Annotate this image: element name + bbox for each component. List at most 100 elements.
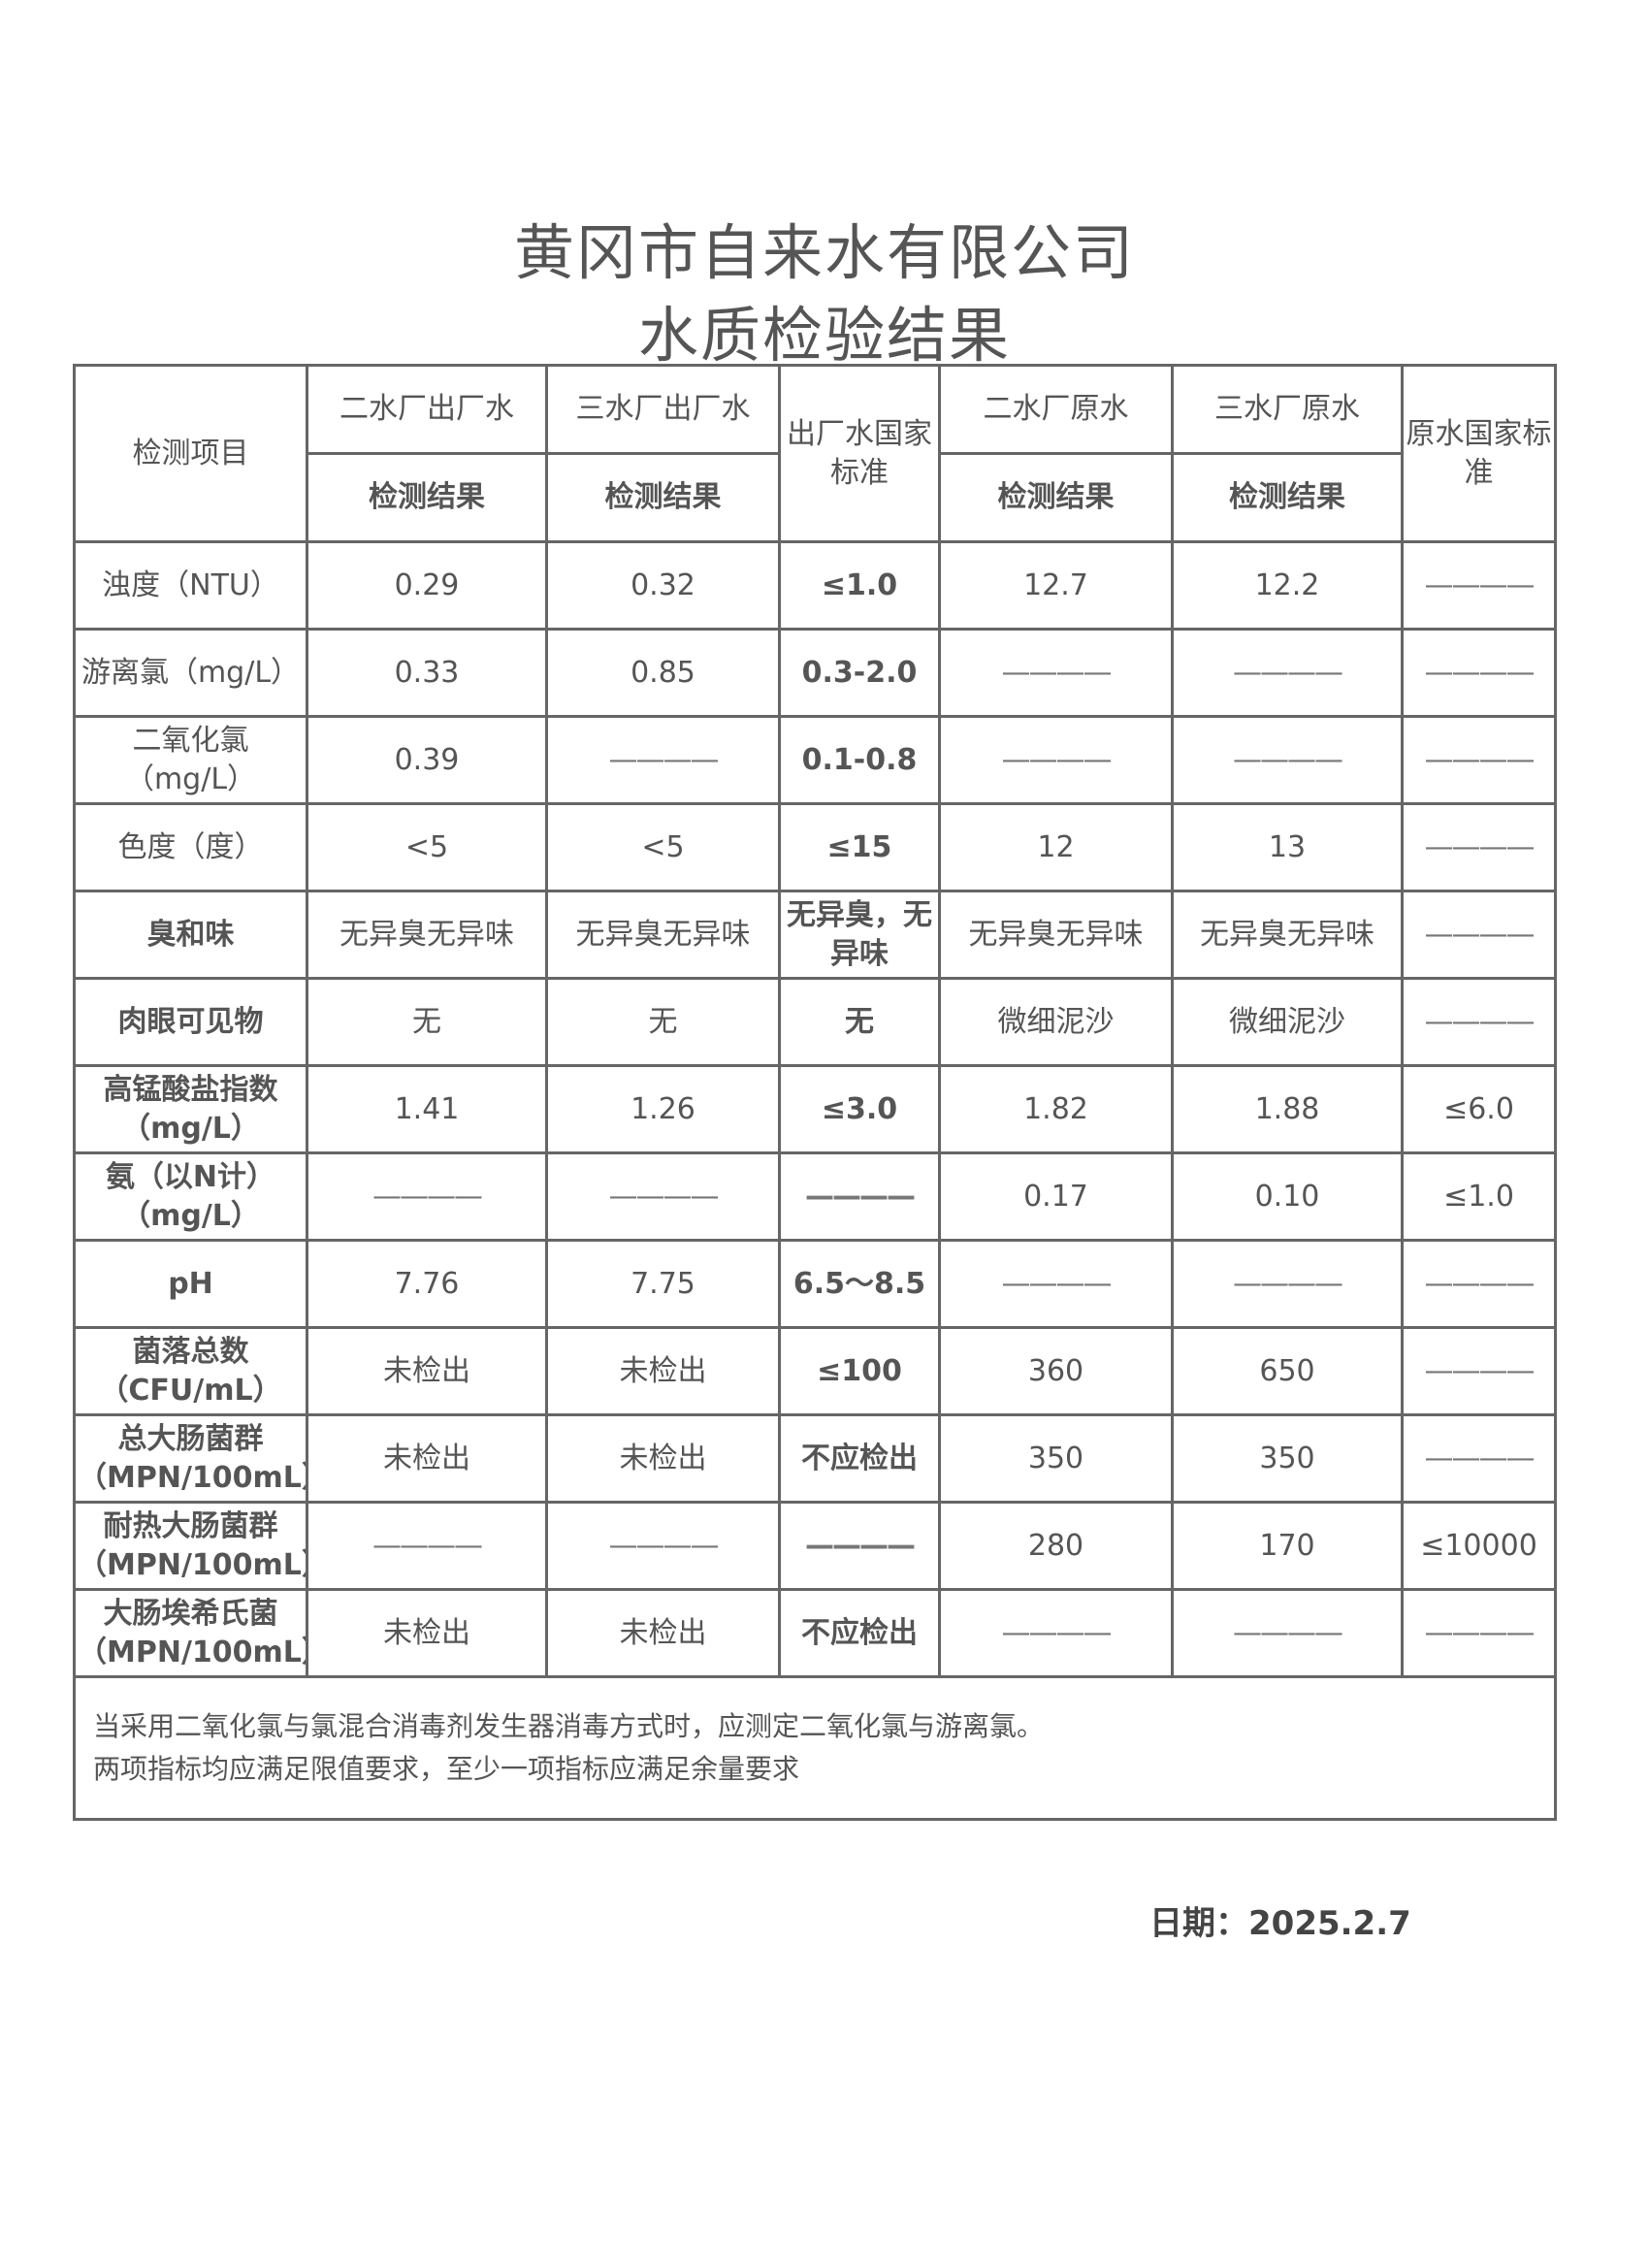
row-value: 350 (1171, 1413, 1404, 1504)
row-value: 0.1-0.8 (778, 715, 941, 805)
row-value: 12 (938, 802, 1174, 892)
row-value: 不应检出 (778, 1588, 941, 1678)
header-col1: 二水厂出厂水 (306, 364, 548, 455)
row-value: 未检出 (306, 1413, 548, 1504)
table-row: pH 7.76 7.75 6.5～8.5 ———— ———— ———— (73, 1239, 1557, 1329)
header-result: 检测结果 (545, 452, 781, 543)
row-item: 氨（以N计）（mg/L） (73, 1151, 308, 1242)
row-item: 游离氯（mg/L） (73, 628, 308, 718)
row-value: <5 (545, 802, 781, 892)
row-value: 无异臭无异味 (1171, 890, 1404, 980)
row-value: 0.10 (1171, 1151, 1404, 1242)
row-item: 二氧化氯（mg/L） (73, 715, 308, 805)
row-value: 无 (545, 977, 781, 1067)
row-item: 耐热大肠菌群（MPN/100mL） (73, 1501, 308, 1591)
row-value: 1.41 (306, 1064, 548, 1154)
row-value: 0.85 (545, 628, 781, 718)
row-value: 7.75 (545, 1239, 781, 1329)
row-value: ≤1.0 (1401, 1151, 1557, 1242)
row-value: ≤6.0 (1401, 1064, 1557, 1154)
row-value: <5 (306, 802, 548, 892)
row-value: 无异臭，无异味 (778, 890, 941, 980)
row-value: ———— (938, 1239, 1174, 1329)
row-value: ———— (1171, 628, 1404, 718)
row-value: 未检出 (306, 1588, 548, 1678)
row-value: 未检出 (545, 1326, 781, 1416)
table-row: 色度（度） <5 <5 ≤15 12 13 ———— (73, 802, 1557, 892)
header-item: 检测项目 (73, 364, 308, 543)
header-std-raw: 原水国家标准 (1401, 364, 1557, 543)
row-value: 微细泥沙 (938, 977, 1174, 1067)
row-value: ———— (306, 1151, 548, 1242)
row-value: 无 (778, 977, 941, 1067)
row-value: 360 (938, 1326, 1174, 1416)
row-value: ≤100 (778, 1326, 941, 1416)
table-row: 菌落总数（CFU/mL） 未检出 未检出 ≤100 360 650 ———— (73, 1326, 1557, 1416)
row-value: ———— (938, 1588, 1174, 1678)
row-value: ———— (1401, 802, 1557, 892)
row-value: 0.32 (545, 540, 781, 631)
table-row: 耐热大肠菌群（MPN/100mL） ———— ———— ———— 280 170 ≤1000… (73, 1501, 1557, 1591)
row-item: pH (73, 1239, 308, 1329)
row-value: ———— (1401, 1239, 1557, 1329)
header-result: 检测结果 (1171, 452, 1404, 543)
row-value: ———— (306, 1501, 548, 1591)
row-value: ———— (1171, 1239, 1404, 1329)
row-value: ———— (778, 1501, 941, 1591)
table-row: 浊度（NTU） 0.29 0.32 ≤1.0 12.7 12.2 ———— (73, 540, 1557, 631)
note-line-2: 两项指标均应满足限值要求，至少一项指标应满足余量要求 (93, 1753, 800, 1785)
row-value: 无 (306, 977, 548, 1067)
row-value: ———— (1171, 1588, 1404, 1678)
row-item: 高锰酸盐指数（mg/L） (73, 1064, 308, 1154)
table-row: 高锰酸盐指数（mg/L） 1.41 1.26 ≤3.0 1.82 1.88 ≤6.0 (73, 1064, 1557, 1154)
header-col2: 三水厂出厂水 (545, 364, 781, 455)
row-value: 1.82 (938, 1064, 1174, 1154)
row-value: 7.76 (306, 1239, 548, 1329)
row-value: 1.88 (1171, 1064, 1404, 1154)
row-value: 微细泥沙 (1171, 977, 1404, 1067)
header-col3: 二水厂原水 (938, 364, 1174, 455)
row-value: 未检出 (545, 1413, 781, 1504)
row-value: 0.39 (306, 715, 548, 805)
table-row: 臭和味 无异臭无异味 无异臭无异味 无异臭，无异味 无异臭无异味 无异臭无异味 ———— (73, 890, 1557, 980)
row-value: ———— (545, 1501, 781, 1591)
table-row: 肉眼可见物无无无微细泥沙 微细泥沙 ———— (73, 977, 1557, 1067)
row-value: ———— (1401, 1326, 1557, 1416)
row-value: 1.26 (545, 1064, 781, 1154)
note-line-1: 当采用二氧化氯与氯混合消毒剂发生器消毒方式时，应测定二氧化氯与游离氯。 (93, 1710, 1045, 1742)
row-value: ≤3.0 (778, 1064, 941, 1154)
row-value: ———— (938, 715, 1174, 805)
row-item: 色度（度） (73, 802, 308, 892)
row-value: 0.29 (306, 540, 548, 631)
row-value: ———— (1401, 1413, 1557, 1504)
row-value: ———— (545, 1151, 781, 1242)
row-value: ———— (938, 628, 1174, 718)
row-value: ———— (778, 1151, 941, 1242)
document-subtitle: 水质检验结果 (637, 300, 1011, 371)
row-value: 0.3-2.0 (778, 628, 941, 718)
row-value: 无异臭无异味 (306, 890, 548, 980)
document-title: 黄冈市自来水有限公司 (513, 217, 1135, 288)
water-quality-table: 检测项目 二水厂出厂水 三水厂出厂水 出厂水国家标准 二水厂原水 三水厂原水 原… (73, 364, 1557, 1821)
row-value: ≤10000 (1401, 1501, 1557, 1591)
row-value: 0.17 (938, 1151, 1174, 1242)
row-value: 不应检出 (778, 1413, 941, 1504)
row-value: 350 (938, 1413, 1174, 1504)
table-row: 二氧化氯（mg/L） 0.39 ———— 0.1-0.8 ———— ———— ———— (73, 715, 1557, 805)
row-value: 650 (1171, 1326, 1404, 1416)
row-value: ———— (1401, 715, 1557, 805)
row-value: 12.2 (1171, 540, 1404, 631)
row-value: 0.33 (306, 628, 548, 718)
row-value: ———— (1401, 628, 1557, 718)
row-value: ≤1.0 (778, 540, 941, 631)
table-row: 游离氯（mg/L） 0.33 0.85 0.3-2.0 ———— ———— ———— (73, 628, 1557, 718)
row-item: 肉眼可见物 (73, 977, 308, 1067)
row-value: 6.5～8.5 (778, 1239, 941, 1329)
row-item: 总大肠菌群（MPN/100mL） (73, 1413, 308, 1504)
row-value: ———— (1401, 890, 1557, 980)
row-item: 臭和味 (73, 890, 308, 980)
row-value: ———— (1401, 540, 1557, 631)
note: 当采用二氧化氯与氯混合消毒剂发生器消毒方式时，应测定二氧化氯与游离氯。 两项指标… (73, 1675, 1557, 1821)
report-date: 日期：2025.2.7 (1149, 1904, 1411, 1943)
table-row: 氨（以N计）（mg/L） ———— ———— ———— 0.17 0.10 ≤1.0 (73, 1151, 1557, 1242)
